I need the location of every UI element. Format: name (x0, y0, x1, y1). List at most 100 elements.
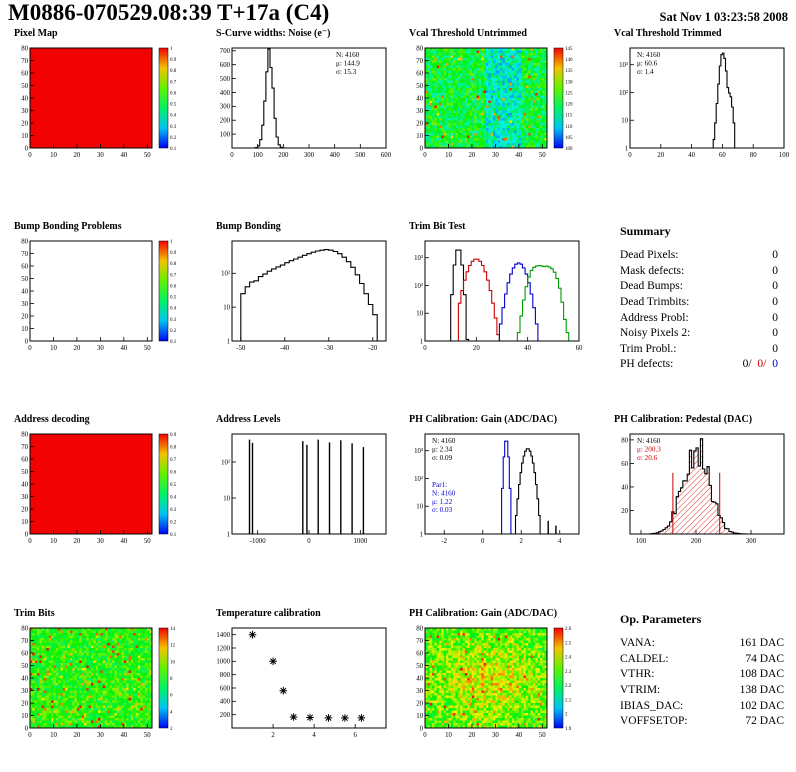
op-parameter-label: IBIAS_DAC: (620, 699, 684, 712)
svg-text:600: 600 (381, 152, 392, 159)
trim-bit-test-chart: 0 20 40 60 1 10 10² 10³ (414, 240, 583, 352)
svg-text:σ: 1.4: σ: 1.4 (637, 68, 654, 76)
svg-text:1: 1 (170, 240, 173, 245)
svg-text:10: 10 (21, 519, 28, 526)
svg-text:0.9: 0.9 (170, 433, 177, 438)
summary-row-label: Address Probl: (620, 311, 689, 324)
svg-text:σ: 0.09: σ: 0.09 (432, 454, 453, 462)
svg-text:10: 10 (445, 152, 452, 159)
svg-text:0: 0 (628, 152, 632, 159)
panel-address-decoding: Address decoding 0 10 20 30 40 50 0 10 20 30 40 50 6… (0, 414, 192, 556)
svg-text:300: 300 (304, 152, 315, 159)
summary-row-ph-defects: PH defects: 0/ 0/ 0 (620, 357, 778, 373)
panel-ph-pedestal: PH Calibration: Pedestal (DAC) 100 200 300… (600, 414, 792, 556)
op-parameter-label: VTRIM: (620, 683, 661, 696)
op-parameter-label: VOFFSETOP: (620, 715, 688, 728)
op-parameter-label: VANA: (620, 637, 655, 649)
svg-text:0.4: 0.4 (170, 496, 177, 501)
svg-text:μ: 144.9: μ: 144.9 (336, 59, 360, 67)
svg-text:60: 60 (719, 152, 726, 159)
svg-text:200: 200 (220, 118, 231, 125)
scurve-noise-chart: 0 100 200 300 400 500 600 100 200 300 400 500 600 700… (220, 47, 392, 159)
chart-title: PH Calibration: Gain (ADC/DAC) (409, 414, 558, 425)
svg-text:0.3: 0.3 (170, 508, 177, 513)
svg-text:500: 500 (355, 152, 366, 159)
svg-text:8: 8 (170, 677, 173, 682)
svg-text:30: 30 (492, 152, 499, 159)
svg-text:2: 2 (170, 727, 173, 732)
ph-defects-blue: 0 (772, 358, 778, 371)
panel-ph-gain-map: PH Calibration: Gain (ADC/DAC) 0 10 20 30 40… (395, 608, 587, 750)
chart-title: Address decoding (14, 414, 90, 425)
svg-text:1000: 1000 (216, 659, 230, 666)
svg-text:0: 0 (481, 538, 485, 545)
svg-text:0.9: 0.9 (170, 58, 177, 63)
svg-text:40: 40 (524, 345, 531, 352)
svg-text:6: 6 (170, 694, 173, 699)
svg-text:4: 4 (558, 538, 562, 545)
summary-row-label: Dead Trimbits: (620, 295, 690, 308)
svg-text:30: 30 (416, 108, 423, 115)
svg-text:4: 4 (312, 732, 316, 739)
svg-text:30: 30 (21, 108, 28, 115)
svg-text:300: 300 (220, 104, 231, 111)
svg-text:30: 30 (97, 152, 104, 159)
op-parameters-heading: Op. Parameters (620, 612, 702, 626)
svg-text:0.6: 0.6 (170, 284, 177, 289)
svg-text:100: 100 (253, 152, 264, 159)
chart-title: Trim Bit Test (409, 221, 466, 232)
svg-text:0.7: 0.7 (170, 273, 177, 278)
summary-row: Dead Trimbits: 0 (620, 295, 778, 311)
svg-text:130: 130 (565, 80, 573, 85)
svg-text:80: 80 (21, 238, 28, 245)
svg-text:0: 0 (423, 152, 427, 159)
svg-text:20: 20 (74, 152, 81, 159)
op-parameter-value: 161 DAC (739, 637, 784, 649)
svg-text:σ: 15.3: σ: 15.3 (336, 68, 357, 76)
svg-text:0.6: 0.6 (170, 471, 177, 476)
svg-text:0: 0 (28, 152, 32, 159)
panel-pixel-map: Pixel Map 0 10 20 30 40 50 0 10 20 30 40 50 60 70 80 1 0… (0, 28, 192, 170)
svg-text:1000: 1000 (354, 538, 368, 545)
summary-row-value: 0 (772, 327, 778, 340)
svg-text:100: 100 (565, 147, 573, 152)
chart-title: S-Curve widths: Noise (e⁻) (216, 28, 331, 39)
svg-text:0.5: 0.5 (170, 103, 177, 108)
svg-text:60: 60 (416, 70, 423, 77)
svg-text:50: 50 (539, 152, 546, 159)
summary-row-label: Dead Bumps: (620, 280, 683, 293)
svg-text:-2: -2 (441, 538, 447, 545)
svg-text:N: 4160: N: 4160 (432, 489, 456, 497)
panel-trim-bit-test: Trim Bit Test 0 20 40 60 1 10 10² 10³ (395, 221, 587, 363)
svg-text:10²: 10² (619, 90, 628, 97)
svg-text:0.7: 0.7 (170, 80, 177, 85)
svg-text:-1000: -1000 (250, 538, 266, 545)
svg-text:40: 40 (515, 152, 522, 159)
svg-text:20: 20 (74, 345, 81, 352)
svg-text:125: 125 (565, 91, 573, 96)
svg-text:10: 10 (50, 538, 57, 545)
svg-text:10: 10 (50, 345, 57, 352)
svg-text:70: 70 (21, 58, 28, 65)
summary-row-value: 0 (772, 280, 778, 293)
svg-text:μ: 60.6: μ: 60.6 (637, 59, 658, 67)
svg-text:σ: 20.6: σ: 20.6 (637, 454, 658, 462)
svg-text:70: 70 (416, 58, 423, 65)
svg-text:200: 200 (691, 538, 702, 545)
panel-vcal-untrimmed: Vcal Threshold Untrimmed 0 10 20 30 40 50 0 10 2… (395, 28, 587, 170)
svg-text:40: 40 (120, 152, 127, 159)
svg-text:80: 80 (750, 152, 757, 159)
svg-text:30: 30 (97, 345, 104, 352)
svg-text:60: 60 (576, 345, 583, 352)
op-parameter-value: 72 DAC (745, 715, 784, 728)
svg-text:10²: 10² (221, 271, 230, 278)
svg-text:20: 20 (416, 120, 423, 127)
svg-text:0: 0 (28, 345, 32, 352)
svg-text:-40: -40 (280, 345, 290, 352)
svg-text:-20: -20 (368, 345, 378, 352)
svg-text:0: 0 (25, 531, 29, 538)
svg-text:0: 0 (420, 145, 424, 152)
svg-text:50: 50 (144, 732, 151, 739)
svg-text:70: 70 (21, 251, 28, 258)
